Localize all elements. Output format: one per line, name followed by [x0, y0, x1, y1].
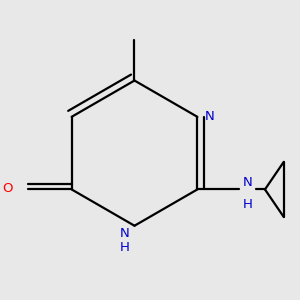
- Text: H: H: [120, 241, 130, 254]
- Text: N: N: [205, 110, 214, 123]
- Text: O: O: [2, 182, 13, 195]
- Text: N: N: [120, 227, 130, 240]
- Text: N: N: [243, 176, 252, 189]
- Text: H: H: [242, 198, 252, 211]
